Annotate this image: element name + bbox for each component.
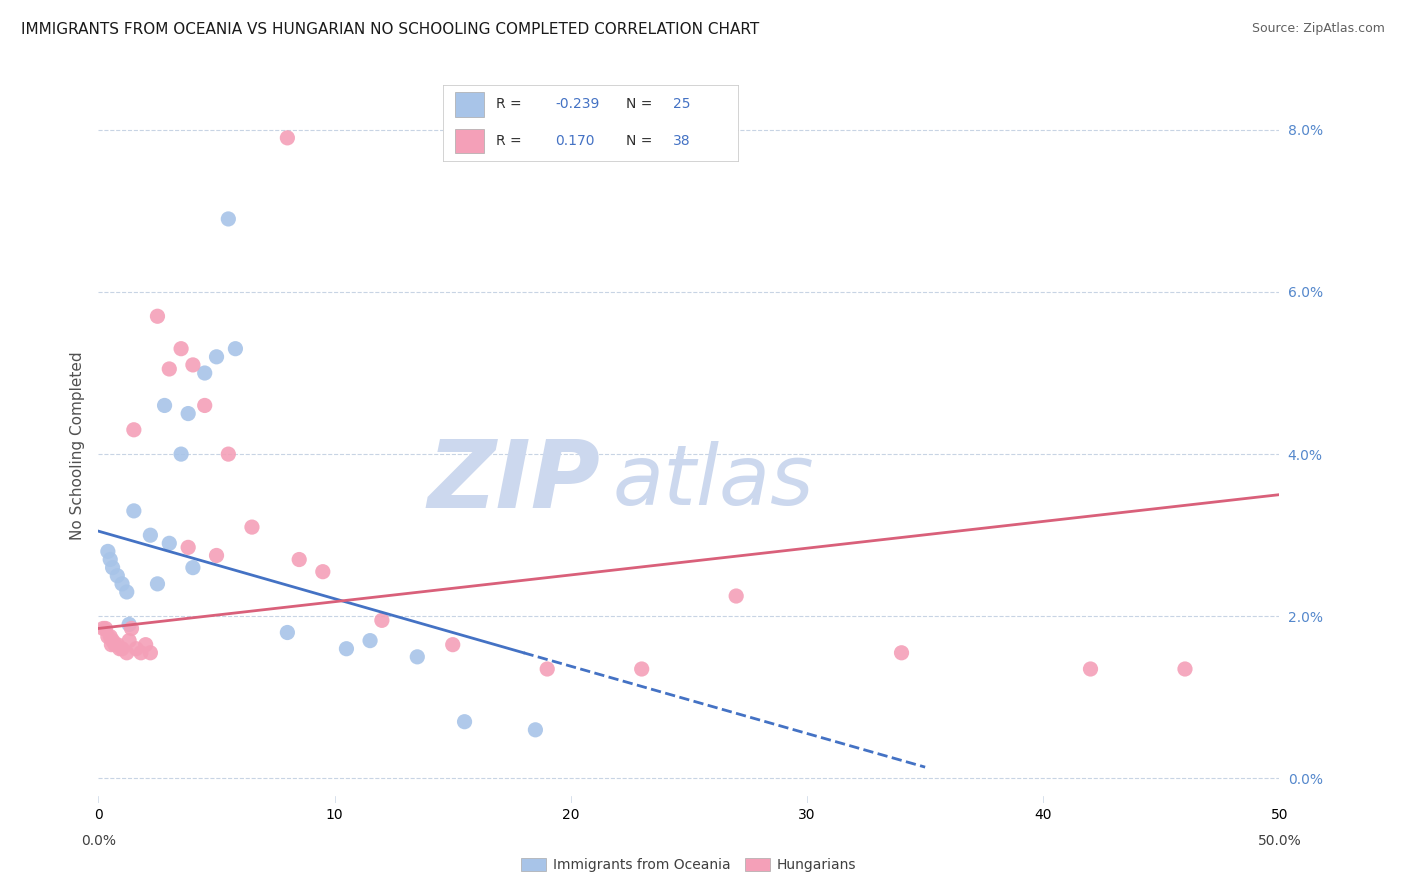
Text: atlas: atlas xyxy=(612,442,814,522)
Point xyxy=(118,617,141,632)
Text: R =: R = xyxy=(496,97,522,112)
Point xyxy=(335,641,357,656)
Point xyxy=(108,641,131,656)
Point xyxy=(177,407,200,421)
Point xyxy=(217,447,239,461)
Point xyxy=(240,520,263,534)
Point xyxy=(122,423,145,437)
Text: 0.0%: 0.0% xyxy=(82,834,115,848)
Point xyxy=(312,565,335,579)
Point xyxy=(536,662,558,676)
Point xyxy=(101,560,124,574)
Point xyxy=(524,723,547,737)
Text: Source: ZipAtlas.com: Source: ZipAtlas.com xyxy=(1251,22,1385,36)
Legend: Immigrants from Oceania, Hungarians: Immigrants from Oceania, Hungarians xyxy=(516,853,862,878)
Point xyxy=(129,646,152,660)
Point xyxy=(177,541,200,555)
Point xyxy=(157,362,180,376)
Point xyxy=(111,641,134,656)
Y-axis label: No Schooling Completed: No Schooling Completed xyxy=(70,351,86,541)
Text: 38: 38 xyxy=(673,134,690,148)
Point xyxy=(98,630,121,644)
Point xyxy=(224,342,246,356)
Point xyxy=(181,560,204,574)
Point xyxy=(125,641,148,656)
Point xyxy=(217,211,239,226)
Point xyxy=(890,646,912,660)
Text: IMMIGRANTS FROM OCEANIA VS HUNGARIAN NO SCHOOLING COMPLETED CORRELATION CHART: IMMIGRANTS FROM OCEANIA VS HUNGARIAN NO … xyxy=(21,22,759,37)
Point xyxy=(288,552,311,566)
Point xyxy=(122,504,145,518)
Point xyxy=(194,399,217,413)
Point xyxy=(94,622,117,636)
Point xyxy=(121,622,143,636)
Point xyxy=(97,630,120,644)
Point xyxy=(91,622,114,636)
Point xyxy=(111,577,134,591)
Point xyxy=(115,646,138,660)
Point xyxy=(146,310,169,324)
Text: 0.170: 0.170 xyxy=(555,134,595,148)
Bar xyxy=(454,128,484,153)
Point xyxy=(276,625,298,640)
Point xyxy=(725,589,748,603)
Point xyxy=(135,638,157,652)
Point xyxy=(205,549,228,563)
Point xyxy=(146,577,169,591)
Text: R =: R = xyxy=(496,134,522,148)
Point xyxy=(104,638,127,652)
Point xyxy=(194,366,217,380)
Point xyxy=(115,585,138,599)
Text: -0.239: -0.239 xyxy=(555,97,599,112)
Bar xyxy=(454,93,484,117)
Point xyxy=(105,568,128,582)
Point xyxy=(157,536,180,550)
Point xyxy=(170,342,193,356)
Point xyxy=(170,447,193,461)
Point xyxy=(453,714,475,729)
Point xyxy=(1174,662,1197,676)
Point xyxy=(98,552,121,566)
Text: N =: N = xyxy=(626,134,652,148)
Point xyxy=(100,638,122,652)
Point xyxy=(118,633,141,648)
Point xyxy=(153,399,176,413)
Point xyxy=(139,646,162,660)
Text: 25: 25 xyxy=(673,97,690,112)
Text: N =: N = xyxy=(626,97,652,112)
Point xyxy=(406,649,429,664)
Point xyxy=(139,528,162,542)
Point xyxy=(181,358,204,372)
Point xyxy=(276,131,298,145)
Text: 50.0%: 50.0% xyxy=(1257,834,1302,848)
Point xyxy=(630,662,652,676)
Point xyxy=(1080,662,1102,676)
Point xyxy=(441,638,464,652)
Point xyxy=(205,350,228,364)
Point xyxy=(97,544,120,558)
Point xyxy=(359,633,381,648)
Point xyxy=(371,613,394,627)
Point xyxy=(101,633,124,648)
Text: ZIP: ZIP xyxy=(427,435,600,528)
Point xyxy=(105,638,128,652)
